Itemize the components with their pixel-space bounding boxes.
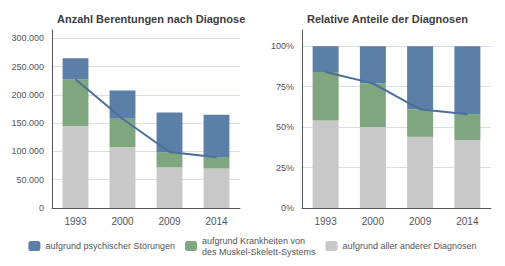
svg-text:150.000: 150.000 — [11, 118, 44, 128]
svg-text:2000: 2000 — [362, 216, 385, 227]
svg-text:des Muskel-Skelett-Systems: des Muskel-Skelett-Systems — [202, 247, 316, 257]
svg-text:0: 0 — [39, 203, 44, 213]
svg-text:2014: 2014 — [456, 216, 479, 227]
svg-text:2009: 2009 — [158, 216, 181, 227]
svg-text:Relative Anteile der Diagnosen: Relative Anteile der Diagnosen — [307, 13, 468, 25]
svg-text:0%: 0% — [281, 203, 294, 213]
svg-text:100.000: 100.000 — [11, 146, 44, 156]
svg-text:1993: 1993 — [315, 216, 338, 227]
svg-text:25%: 25% — [276, 163, 294, 173]
svg-text:300.000: 300.000 — [11, 33, 44, 43]
svg-text:aufgrund aller anderer Diagnos: aufgrund aller anderer Diagnosen — [343, 241, 477, 251]
svg-text:Anzahl Berentungen nach Diagno: Anzahl Berentungen nach Diagnose — [57, 13, 245, 25]
svg-text:50%: 50% — [276, 122, 294, 132]
svg-text:1993: 1993 — [64, 216, 87, 227]
svg-text:50.000: 50.000 — [16, 175, 44, 185]
svg-text:aufgrund psychischer Störungen: aufgrund psychischer Störungen — [45, 241, 175, 251]
svg-text:75%: 75% — [276, 82, 294, 92]
svg-text:2014: 2014 — [205, 216, 228, 227]
svg-text:200.000: 200.000 — [11, 90, 44, 100]
svg-text:2000: 2000 — [111, 216, 134, 227]
svg-text:250.000: 250.000 — [11, 62, 44, 72]
svg-text:100%: 100% — [271, 41, 294, 51]
svg-text:2009: 2009 — [409, 216, 432, 227]
svg-text:aufgrund Krankheiten von: aufgrund Krankheiten von — [202, 236, 305, 246]
